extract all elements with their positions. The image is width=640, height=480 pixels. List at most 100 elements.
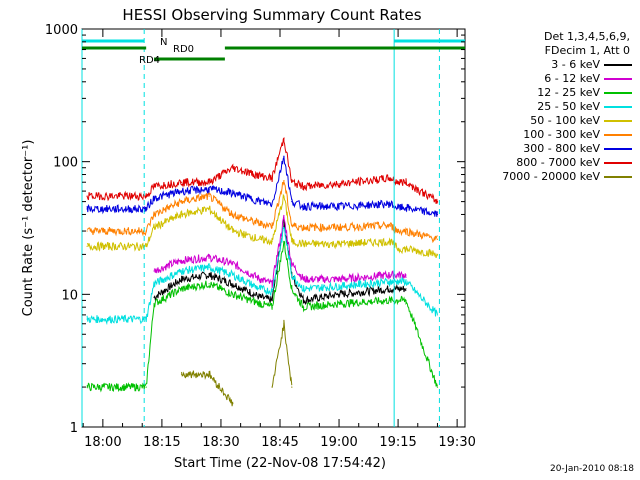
data-point-7000-20000-kev	[271, 386, 273, 388]
data-point-50-100-kev	[259, 238, 261, 240]
data-point-300-800-kev	[397, 207, 399, 209]
data-point-50-100-kev	[283, 195, 285, 197]
data-point-25-50-kev	[153, 283, 155, 285]
data-point-300-800-kev	[271, 203, 273, 205]
data-point-3-6-kev	[153, 296, 155, 298]
data-point-12-25-kev	[259, 303, 261, 305]
legend-item-12-25-kev: 12 - 25 keV	[478, 86, 636, 100]
data-point-50-100-kev	[389, 240, 391, 243]
legend-label: 7000 - 20000 keV	[502, 170, 600, 183]
data-point-800-7000-kev	[338, 183, 340, 185]
y-tick-label: 1	[70, 421, 78, 436]
legend-swatch	[604, 176, 632, 178]
data-point-25-50-kev	[86, 318, 88, 320]
data-point-800-7000-kev	[291, 181, 293, 183]
data-point-3-6-kev	[283, 221, 285, 223]
data-point-800-7000-kev	[153, 185, 155, 188]
data-point-12-25-kev	[208, 283, 210, 285]
legend-label: 3 - 6 keV	[551, 58, 600, 71]
legend-swatch	[604, 148, 632, 150]
data-point-6-12-kev	[405, 274, 407, 276]
data-point-6-12-kev	[180, 259, 183, 262]
legend-item-50-100-kev: 50 - 100 keV	[478, 114, 636, 128]
x-tick-label: 19:30	[438, 435, 475, 450]
data-point-100-300-kev	[389, 224, 391, 227]
data-point-3-6-kev	[405, 288, 407, 290]
legend-rows: 3 - 6 keV 6 - 12 keV 12 - 25 keV 25 - 50 ke…	[478, 58, 636, 184]
legend-label: 12 - 25 keV	[537, 86, 600, 99]
data-point-800-7000-kev	[303, 185, 305, 188]
data-point-12-25-kev	[86, 386, 88, 388]
data-point-800-7000-kev	[405, 181, 407, 183]
data-point-6-12-kev	[271, 283, 273, 285]
data-point-3-6-kev	[232, 283, 234, 285]
x-axis-label: Start Time (22-Nov-08 17:54:42)	[174, 456, 386, 471]
data-point-300-800-kev	[145, 208, 147, 210]
y-axis-label: Count Rate (s⁻¹ detector⁻¹)	[21, 140, 36, 317]
legend-item-6-12-kev: 6 - 12 keV	[478, 72, 636, 86]
legend-swatch	[604, 120, 632, 122]
data-point-800-7000-kev	[389, 177, 391, 179]
data-point-3-6-kev	[303, 299, 305, 302]
data-point-6-12-kev	[389, 274, 391, 276]
data-point-25-50-kev	[405, 280, 407, 283]
data-point-50-100-kev	[180, 213, 183, 216]
legend-item-25-50-kev: 25 - 50 keV	[478, 100, 636, 114]
data-point-6-12-kev	[303, 278, 305, 280]
series-line-50-100-kev	[87, 193, 438, 259]
data-point-25-50-kev	[283, 226, 285, 228]
data-point-50-100-kev	[405, 248, 407, 250]
legend-label: 800 - 7000 keV	[516, 156, 600, 169]
data-point-800-7000-kev	[397, 181, 399, 183]
legend-item-100-300-kev: 100 - 300 keV	[478, 128, 636, 142]
data-point-300-800-kev	[232, 192, 234, 194]
data-point-50-100-kev	[232, 230, 234, 232]
data-point-300-800-kev	[436, 213, 439, 216]
data-point-300-800-kev	[389, 203, 391, 205]
data-point-100-300-kev	[86, 230, 88, 232]
legend-swatch	[604, 92, 632, 94]
data-point-3-6-kev	[259, 296, 261, 298]
legend-label: 50 - 100 keV	[530, 114, 600, 127]
data-point-6-12-kev	[338, 278, 340, 280]
data-point-100-300-kev	[271, 224, 273, 227]
data-point-12-25-kev	[180, 288, 183, 290]
data-point-800-7000-kev	[436, 201, 439, 203]
data-point-6-12-kev	[259, 278, 261, 280]
data-point-3-6-kev	[397, 288, 399, 290]
x-tick-label: 19:00	[320, 435, 357, 450]
data-point-100-300-kev	[291, 224, 293, 227]
data-point-12-25-kev	[232, 293, 234, 295]
data-point-300-800-kev	[303, 205, 305, 208]
data-point-25-50-kev	[180, 270, 183, 272]
series-line-100-300-kev	[87, 180, 438, 244]
legend-swatch	[604, 64, 632, 66]
data-point-7000-20000-kev	[180, 373, 183, 375]
data-point-300-800-kev	[405, 207, 407, 209]
legend-swatch	[604, 134, 632, 136]
data-point-3-6-kev	[180, 278, 183, 280]
data-point-12-25-kev	[283, 240, 285, 243]
data-point-100-300-kev	[145, 230, 147, 232]
data-point-300-800-kev	[259, 201, 261, 203]
series-layer	[86, 136, 439, 407]
x-tick-label: 18:30	[202, 435, 239, 450]
data-point-12-25-kev	[291, 288, 293, 290]
data-point-50-100-kev	[271, 240, 273, 243]
data-point-25-50-kev	[397, 280, 399, 283]
data-point-100-300-kev	[436, 238, 439, 240]
data-point-12-25-kev	[338, 303, 340, 305]
data-point-300-800-kev	[338, 205, 340, 208]
data-point-300-800-kev	[153, 197, 155, 199]
chart-title: HESSI Observing Summary Count Rates	[122, 6, 421, 24]
y-tick-label: 1000	[45, 23, 78, 38]
data-point-12-25-kev	[153, 303, 155, 305]
series-line-800-7000-kev	[86, 136, 438, 204]
data-point-50-100-kev	[153, 226, 155, 228]
series-line-12-25-kev	[86, 240, 438, 393]
data-point-50-100-kev	[303, 243, 305, 245]
status-bar-label-rd4: RD4	[139, 55, 160, 66]
data-point-100-300-kev	[232, 213, 234, 216]
data-point-800-7000-kev	[232, 167, 234, 169]
data-point-100-300-kev	[208, 195, 210, 197]
